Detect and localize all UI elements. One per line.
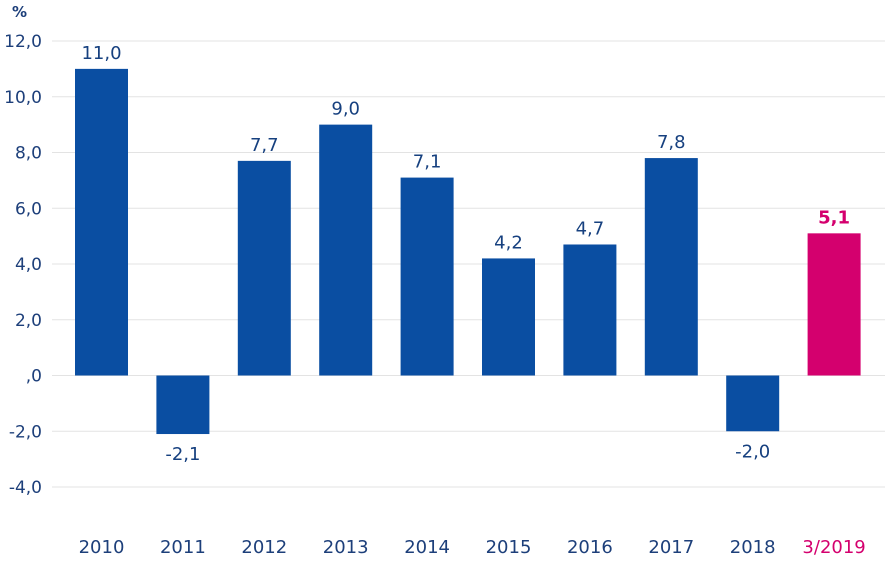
y-tick-label: 6,0: [15, 199, 42, 219]
data-label: -2,0: [735, 441, 770, 462]
x-axis-ticks: 2010 2011 2012 2013 2014 2015 2016 2017 2018 3/20…: [79, 537, 866, 558]
bar-2016: [563, 244, 617, 376]
y-tick-label: -4,0: [9, 478, 42, 498]
y-tick-label: ,0: [26, 367, 42, 387]
x-tick-label: 2015: [486, 537, 532, 558]
data-label: 5,1: [818, 207, 850, 228]
y-tick-label: 12,0: [4, 32, 42, 52]
x-tick-label: 2011: [160, 537, 206, 558]
y-axis-title: %: [12, 3, 27, 21]
data-label: 7,8: [657, 132, 686, 153]
x-tick-label: 2013: [323, 537, 369, 558]
x-tick-label: 2012: [241, 537, 287, 558]
data-labels: 11,0 -2,1 7,7 9,0 7,1 4,2 4,7 7,8 -2,0 5,1: [81, 43, 850, 465]
bar-2018: [726, 375, 780, 432]
y-tick-label: 10,0: [4, 88, 42, 108]
bar-2011: [156, 375, 210, 435]
y-tick-label: -2,0: [9, 422, 42, 442]
y-axis-ticks: 12,0 10,0 8,0 6,0 4,0 2,0 ,0 -2,0 -4,0: [4, 32, 42, 498]
data-label: 9,0: [331, 99, 360, 120]
y-tick-label: 4,0: [15, 255, 42, 275]
data-label: -2,1: [165, 444, 200, 465]
bar-2015: [482, 258, 535, 376]
bar-2017: [644, 158, 698, 376]
x-tick-label: 2018: [730, 537, 776, 558]
x-tick-label: 2017: [648, 537, 694, 558]
x-tick-label: 3/2019: [802, 537, 865, 558]
bars: [75, 68, 861, 435]
bar-2012: [237, 160, 291, 376]
data-label: 11,0: [81, 43, 121, 64]
x-tick-label: 2010: [79, 537, 125, 558]
data-label: 7,7: [250, 135, 279, 156]
bar-2014: [400, 177, 454, 376]
data-label: 7,1: [413, 152, 442, 173]
y-tick-label: 8,0: [15, 144, 42, 164]
y-tick-label: 2,0: [15, 311, 42, 331]
x-tick-label: 2014: [404, 537, 450, 558]
x-tick-label: 2016: [567, 537, 613, 558]
bar-2013: [319, 124, 373, 376]
bar-3-2019: [807, 233, 861, 376]
data-label: 4,7: [576, 218, 605, 239]
data-label: 4,2: [494, 232, 523, 253]
bar-2010: [75, 68, 128, 376]
